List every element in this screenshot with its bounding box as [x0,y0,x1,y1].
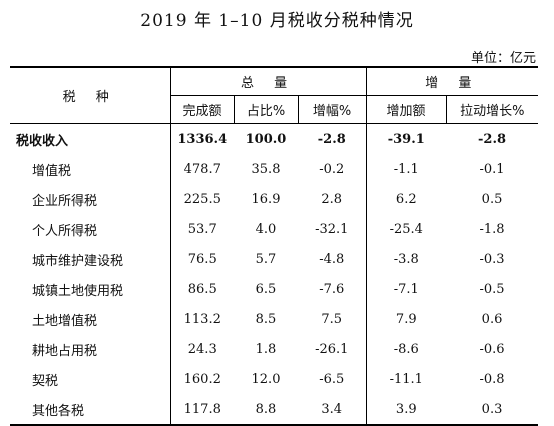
row-value-3: -7.1 [365,274,447,304]
row-tax-name: 契税 [32,373,59,389]
row-value-2: 7.5 [321,311,343,327]
table-row: 个人所得税 53.7 4.0 -32.1 -25.4 -1.8 [10,214,538,244]
row-value-4: -2.8 [478,131,507,147]
row-value-4: 0.3 [446,394,539,426]
row-value-1: 6.5 [255,281,277,297]
row-value-0: 225.5 [169,184,234,214]
row-tax-name: 城市维护建设税 [32,253,124,269]
header-col-amount: 完成额 [169,95,234,124]
table-row: 其他各税 117.8 8.8 3.4 3.9 0.3 [10,394,539,426]
table-row: 城镇土地使用税 86.5 6.5 -7.6 -7.1 -0.5 [10,274,538,304]
row-value-3: 6.2 [365,184,447,214]
tax-table: 税 种 总 量 增 量 完成额 占比% 增幅% 增加额 拉动增长% 税收收入 13… [10,66,539,426]
row-value-0: 86.5 [169,274,234,304]
row-value-3: -39.1 [365,123,447,154]
row-value-0: 1336.4 [169,123,234,154]
row-value-2: -2.8 [317,131,346,147]
row-value-1: 100.0 [245,131,287,147]
row-value-0: 24.3 [169,334,234,364]
row-value-4: 0.5 [481,191,503,207]
row-value-1: 1.8 [255,341,277,357]
row-value-3: -3.8 [365,244,447,274]
row-tax-name: 增值税 [32,163,72,179]
row-value-2: -6.5 [319,371,345,387]
row-value-0: 160.2 [169,364,234,394]
row-value-3: -1.1 [365,154,447,184]
row-value-4: -0.1 [479,161,505,177]
page-title: 2019 年 1–10 月税收分税种情况 [140,11,414,31]
row-value-3: 3.9 [365,394,447,426]
table-row: 耕地占用税 24.3 1.8 -26.1 -8.6 -0.6 [10,334,538,364]
row-value-3: 7.9 [365,304,447,334]
row-value-2: -32.1 [315,221,349,237]
row-value-2: -7.6 [319,281,345,297]
header-col-share: 占比% [233,95,298,124]
row-value-0: 113.2 [169,304,234,334]
row-tax-name: 土地增值税 [32,313,98,329]
row-value-4: -0.6 [479,341,505,357]
row-tax-name: 其他各税 [10,394,170,426]
row-value-4: -1.8 [479,221,505,237]
table-row: 城市维护建设税 76.5 5.7 -4.8 -3.8 -0.3 [10,244,538,274]
row-value-1: 35.8 [251,161,281,177]
row-value-2: -4.8 [319,251,345,267]
table-row: 税收收入 1336.4 100.0 -2.8 -39.1 -2.8 [10,123,538,154]
row-value-3: -8.6 [365,334,447,364]
row-value-4: 0.6 [481,311,503,327]
row-value-1: 12.0 [251,371,281,387]
row-value-1: 4.0 [255,221,277,237]
header-group-increment: 增 量 [365,66,539,96]
row-value-0: 117.8 [169,394,234,426]
header-group-total: 总 量 [169,66,367,96]
row-tax-name: 城镇土地使用税 [32,283,124,299]
row-value-0: 53.7 [169,214,234,244]
header-col-increase: 增加额 [365,95,447,124]
row-tax-name: 企业所得税 [32,193,98,209]
table-row: 增值税 478.7 35.8 -0.2 -1.1 -0.1 [10,154,538,184]
row-value-0: 478.7 [169,154,234,184]
header-tax-type: 税 种 [10,66,170,124]
table-row: 企业所得税 225.5 16.9 2.8 6.2 0.5 [10,184,538,214]
header-col-contribution: 拉动增长% [445,95,539,124]
table-row: 土地增值税 113.2 8.5 7.5 7.9 0.6 [10,304,538,334]
row-value-4: -0.8 [479,371,505,387]
row-tax-name: 税收收入 [16,133,69,149]
row-value-2: 3.4 [298,394,367,426]
unit-label: 单位：亿元 [470,51,536,66]
row-value-1: 5.7 [255,251,277,267]
table-row: 契税 160.2 12.0 -6.5 -11.1 -0.8 [10,364,538,394]
row-value-2: -0.2 [319,161,345,177]
header-col-growth: 增幅% [297,95,367,124]
row-value-1: 16.9 [251,191,281,207]
row-value-1: 8.5 [255,311,277,327]
row-value-4: -0.5 [479,281,505,297]
row-value-3: -11.1 [365,364,447,394]
row-value-4: -0.3 [479,251,505,267]
row-tax-name: 耕地占用税 [32,343,98,359]
row-value-0: 76.5 [169,244,234,274]
row-tax-name: 个人所得税 [32,223,98,239]
row-value-3: -25.4 [365,214,447,244]
row-value-2: -26.1 [315,341,349,357]
row-value-1: 8.8 [234,394,298,426]
row-value-2: 2.8 [321,191,343,207]
